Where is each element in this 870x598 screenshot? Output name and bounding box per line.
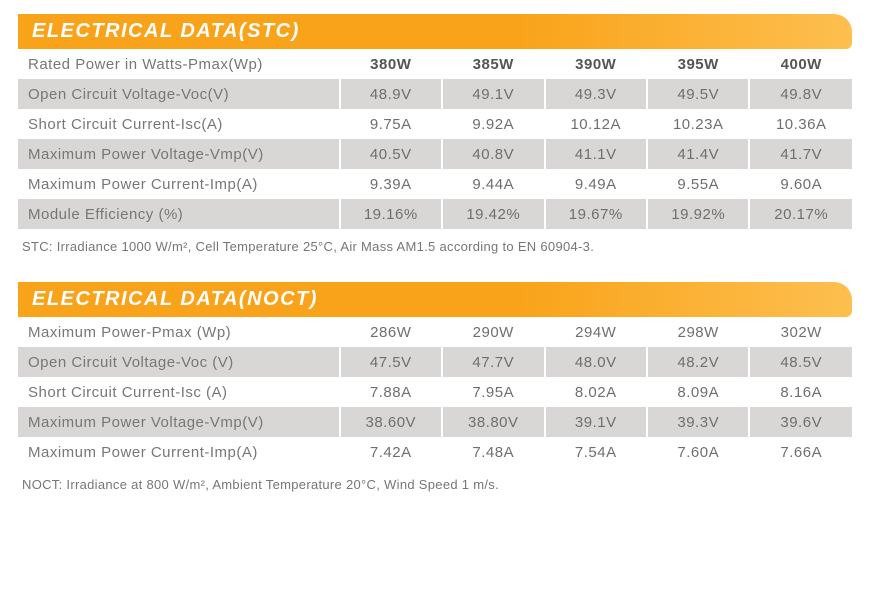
row-value: 9.44A bbox=[442, 169, 544, 199]
row-value: 9.39A bbox=[340, 169, 442, 199]
row-value: 38.60V bbox=[340, 407, 442, 437]
row-value: 7.66A bbox=[749, 437, 852, 467]
row-value: 10.12A bbox=[545, 109, 647, 139]
row-value: 298W bbox=[647, 317, 749, 347]
section: ELECTRICAL DATA(STC)Rated Power in Watts… bbox=[18, 14, 852, 254]
row-value: 8.09A bbox=[647, 377, 749, 407]
data-table: Maximum Power-Pmax (Wp)286W290W294W298W3… bbox=[18, 317, 852, 467]
row-value: 19.16% bbox=[340, 199, 442, 229]
row-label: Maximum Power Current-Imp(A) bbox=[18, 169, 340, 199]
row-label: Open Circuit Voltage-Voc (V) bbox=[18, 347, 340, 377]
row-value: 49.3V bbox=[545, 79, 647, 109]
row-value: 10.36A bbox=[749, 109, 852, 139]
row-value: 47.7V bbox=[442, 347, 544, 377]
row-value: 385W bbox=[442, 49, 544, 79]
row-value: 7.95A bbox=[442, 377, 544, 407]
table-row: Maximum Power-Pmax (Wp)286W290W294W298W3… bbox=[18, 317, 852, 347]
row-value: 395W bbox=[647, 49, 749, 79]
row-value: 7.42A bbox=[340, 437, 442, 467]
table-row: Rated Power in Watts-Pmax(Wp)380W385W390… bbox=[18, 49, 852, 79]
row-label: Open Circuit Voltage-Voc(V) bbox=[18, 79, 340, 109]
row-value: 7.60A bbox=[647, 437, 749, 467]
row-value: 390W bbox=[545, 49, 647, 79]
row-value: 38.80V bbox=[442, 407, 544, 437]
row-label: Short Circuit Current-Isc(A) bbox=[18, 109, 340, 139]
row-value: 39.1V bbox=[545, 407, 647, 437]
row-value: 47.5V bbox=[340, 347, 442, 377]
table-row: Short Circuit Current-Isc (A)7.88A7.95A8… bbox=[18, 377, 852, 407]
row-value: 290W bbox=[442, 317, 544, 347]
row-value: 48.5V bbox=[749, 347, 852, 377]
table-row: Module Efficiency (%)19.16%19.42%19.67%1… bbox=[18, 199, 852, 229]
row-value: 49.5V bbox=[647, 79, 749, 109]
row-value: 8.02A bbox=[545, 377, 647, 407]
row-value: 400W bbox=[749, 49, 852, 79]
table-row: Maximum Power Current-Imp(A)9.39A9.44A9.… bbox=[18, 169, 852, 199]
row-value: 10.23A bbox=[647, 109, 749, 139]
row-label: Rated Power in Watts-Pmax(Wp) bbox=[18, 49, 340, 79]
row-value: 19.42% bbox=[442, 199, 544, 229]
section: ELECTRICAL DATA(NOCT)Maximum Power-Pmax … bbox=[18, 282, 852, 492]
row-value: 48.2V bbox=[647, 347, 749, 377]
row-value: 9.55A bbox=[647, 169, 749, 199]
section-title: ELECTRICAL DATA(NOCT) bbox=[18, 282, 852, 317]
table-row: Maximum Power Voltage-Vmp(V)38.60V38.80V… bbox=[18, 407, 852, 437]
row-value: 39.3V bbox=[647, 407, 749, 437]
row-value: 49.1V bbox=[442, 79, 544, 109]
row-value: 41.7V bbox=[749, 139, 852, 169]
row-label: Maximum Power-Pmax (Wp) bbox=[18, 317, 340, 347]
row-value: 41.4V bbox=[647, 139, 749, 169]
row-value: 7.54A bbox=[545, 437, 647, 467]
table-row: Maximum Power Current-Imp(A)7.42A7.48A7.… bbox=[18, 437, 852, 467]
row-value: 39.6V bbox=[749, 407, 852, 437]
row-value: 7.48A bbox=[442, 437, 544, 467]
row-value: 7.88A bbox=[340, 377, 442, 407]
row-label: Module Efficiency (%) bbox=[18, 199, 340, 229]
row-value: 9.49A bbox=[545, 169, 647, 199]
row-value: 286W bbox=[340, 317, 442, 347]
row-label: Maximum Power Current-Imp(A) bbox=[18, 437, 340, 467]
row-value: 49.8V bbox=[749, 79, 852, 109]
row-value: 302W bbox=[749, 317, 852, 347]
row-value: 19.92% bbox=[647, 199, 749, 229]
row-label: Maximum Power Voltage-Vmp(V) bbox=[18, 407, 340, 437]
table-row: Open Circuit Voltage-Voc (V)47.5V47.7V48… bbox=[18, 347, 852, 377]
row-label: Maximum Power Voltage-Vmp(V) bbox=[18, 139, 340, 169]
row-value: 48.0V bbox=[545, 347, 647, 377]
table-row: Maximum Power Voltage-Vmp(V)40.5V40.8V41… bbox=[18, 139, 852, 169]
row-value: 380W bbox=[340, 49, 442, 79]
row-value: 9.92A bbox=[442, 109, 544, 139]
data-table: Rated Power in Watts-Pmax(Wp)380W385W390… bbox=[18, 49, 852, 229]
section-footnote: STC: Irradiance 1000 W/m², Cell Temperat… bbox=[18, 229, 852, 254]
row-value: 9.75A bbox=[340, 109, 442, 139]
row-value: 9.60A bbox=[749, 169, 852, 199]
row-value: 20.17% bbox=[749, 199, 852, 229]
section-footnote: NOCT: Irradiance at 800 W/m², Ambient Te… bbox=[18, 467, 852, 492]
row-value: 41.1V bbox=[545, 139, 647, 169]
section-title: ELECTRICAL DATA(STC) bbox=[18, 14, 852, 49]
row-label: Short Circuit Current-Isc (A) bbox=[18, 377, 340, 407]
table-row: Short Circuit Current-Isc(A)9.75A9.92A10… bbox=[18, 109, 852, 139]
row-value: 40.5V bbox=[340, 139, 442, 169]
row-value: 19.67% bbox=[545, 199, 647, 229]
row-value: 48.9V bbox=[340, 79, 442, 109]
table-row: Open Circuit Voltage-Voc(V)48.9V49.1V49.… bbox=[18, 79, 852, 109]
row-value: 8.16A bbox=[749, 377, 852, 407]
row-value: 294W bbox=[545, 317, 647, 347]
row-value: 40.8V bbox=[442, 139, 544, 169]
